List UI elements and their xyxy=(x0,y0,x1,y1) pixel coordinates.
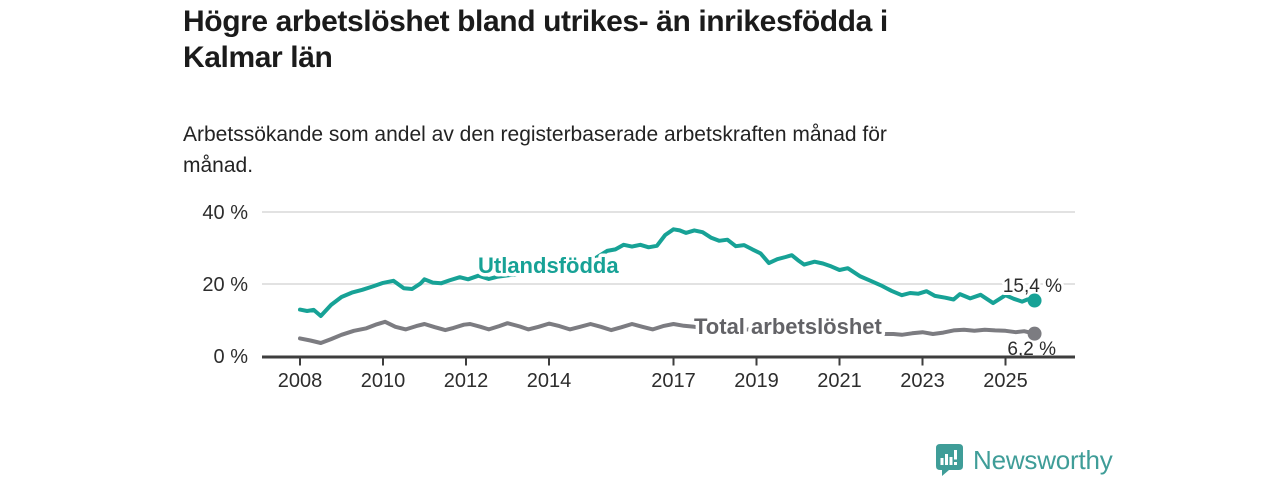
series-end-dot-utlandsfodda xyxy=(1027,293,1042,308)
y-axis-tick-label: 20 % xyxy=(202,274,248,296)
y-axis-tick-label: 40 % xyxy=(202,202,248,224)
series-label-utlandsfodda: Utlandsfödda xyxy=(478,253,619,278)
chart-title: Högre arbetslöshet bland utrikes- än inr… xyxy=(183,4,1083,76)
x-axis-tick-label: 2019 xyxy=(734,370,779,392)
chart-subtitle-line1: Arbetssökande som andel av den registerb… xyxy=(183,123,887,146)
y-axis-tick-label: 0 % xyxy=(214,346,249,368)
newsworthy-logo: Newsworthy xyxy=(936,444,1113,476)
x-axis-tick-label: 2010 xyxy=(361,370,406,392)
chart-subtitle: Arbetssökande som andel av den registerb… xyxy=(183,119,1083,181)
series-end-dot-total-arbetsloshet xyxy=(1027,326,1042,341)
series-line-utlandsfodda xyxy=(298,227,1037,318)
newsworthy-wordmark: Newsworthy xyxy=(973,444,1113,475)
x-axis-tick-label: 2017 xyxy=(651,370,696,392)
chart-title-line2: Kalmar län xyxy=(183,41,333,74)
x-axis-tick-label: 2021 xyxy=(817,370,862,392)
x-axis-tick-label: 2025 xyxy=(983,370,1028,392)
series-line-total-arbetsloshet xyxy=(298,319,1037,345)
chart-title-line1: Högre arbetslöshet bland utrikes- än inr… xyxy=(183,5,888,38)
series-end-value-utlandsfodda: 15,4 % xyxy=(1003,276,1062,297)
x-axis-tick-label: 2008 xyxy=(278,370,323,392)
chart-subtitle-line2: månad. xyxy=(183,154,254,177)
x-axis-tick-label: 2023 xyxy=(900,370,945,392)
x-axis-tick-label: 2014 xyxy=(527,370,572,392)
series-label-total-arbetsloshet: Total arbetslöshet xyxy=(694,314,883,339)
x-axis-tick-label: 2012 xyxy=(444,370,489,392)
newsworthy-logo-icon xyxy=(936,444,963,476)
